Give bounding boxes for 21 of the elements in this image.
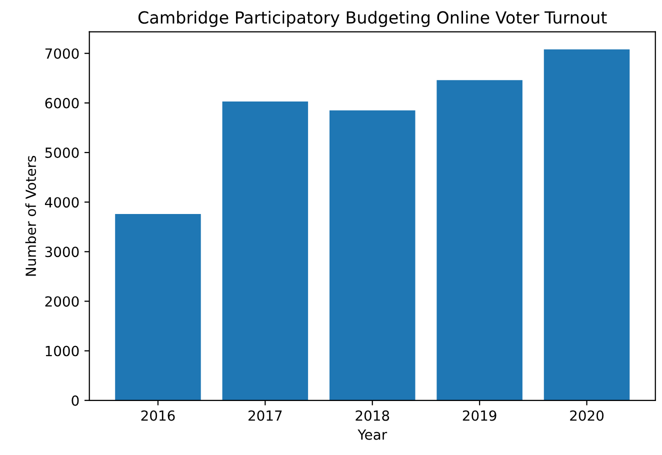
x-tick-label: 2016 bbox=[141, 410, 175, 421]
bar bbox=[544, 49, 630, 400]
y-tick-label: 2000 bbox=[45, 296, 79, 307]
x-tick-label: 2018 bbox=[356, 410, 390, 421]
bar bbox=[436, 80, 522, 400]
y-tick-label: 1000 bbox=[46, 346, 79, 356]
y-tick-label: 7000 bbox=[45, 48, 79, 59]
y-tick-label: 0 bbox=[72, 395, 79, 406]
bar bbox=[115, 214, 201, 400]
x-tick-label: 2019 bbox=[462, 410, 496, 421]
x-axis-title: Year bbox=[358, 430, 388, 440]
bar bbox=[329, 110, 416, 400]
x-tick-label: 2020 bbox=[570, 410, 604, 421]
x-tick-label: 2017 bbox=[248, 410, 282, 421]
bar bbox=[222, 101, 308, 400]
y-tick-label: 3000 bbox=[45, 246, 79, 258]
y-tick-label: 6000 bbox=[45, 98, 79, 108]
y-tick-label: 5000 bbox=[45, 147, 79, 158]
y-tick-label: 4000 bbox=[44, 197, 79, 208]
chart-title: Cambridge Participatory Budgeting Online Voter Turnout bbox=[138, 10, 607, 27]
y-axis-title: Number of Voters bbox=[25, 156, 36, 276]
